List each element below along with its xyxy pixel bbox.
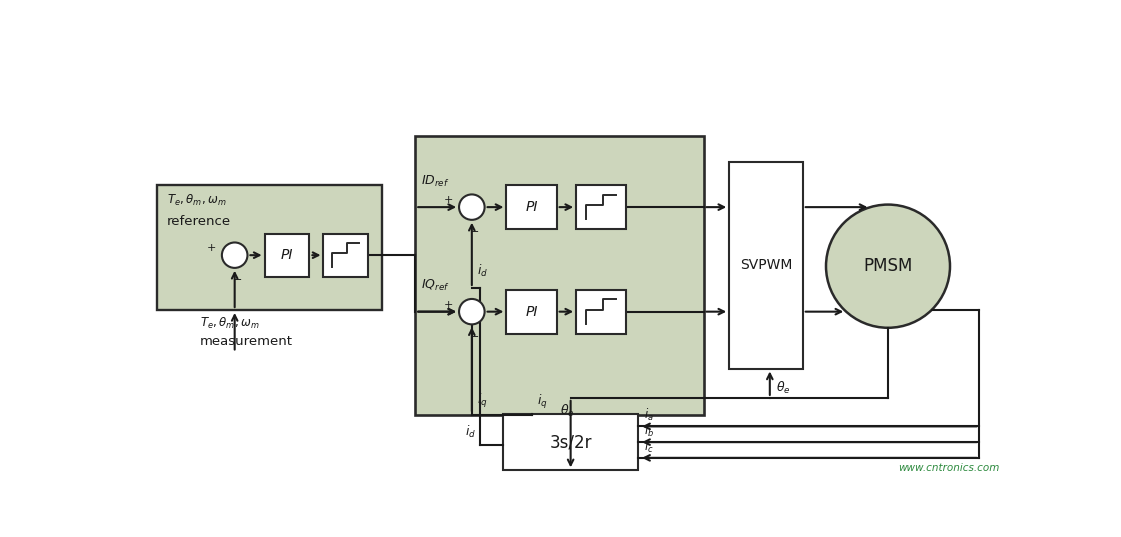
Circle shape (458, 299, 484, 324)
Bar (507, 289, 557, 333)
Text: PMSM: PMSM (863, 257, 912, 275)
Text: $i_b$: $i_b$ (643, 423, 654, 439)
Text: PI: PI (526, 200, 538, 214)
Text: $i_d$: $i_d$ (465, 424, 476, 440)
Bar (503, 414, 639, 470)
Text: PI: PI (280, 248, 294, 262)
Text: +: + (444, 195, 454, 205)
Bar (265, 234, 309, 277)
Circle shape (222, 243, 248, 268)
Text: $i_q$: $i_q$ (478, 392, 488, 410)
Text: +: + (444, 300, 454, 310)
Bar (324, 234, 369, 277)
Bar (415, 136, 704, 415)
Text: $T_e,\theta_m,\omega_m$: $T_e,\theta_m,\omega_m$ (167, 193, 226, 208)
Text: $-$: $-$ (469, 330, 479, 340)
Text: $\theta_e$: $\theta_e$ (776, 380, 790, 396)
Text: +: + (207, 243, 216, 253)
Text: $i_c$: $i_c$ (643, 439, 654, 455)
Text: PI: PI (526, 304, 538, 318)
Text: www.cntronics.com: www.cntronics.com (898, 463, 1000, 473)
Bar (576, 185, 627, 229)
Bar (507, 185, 557, 229)
Text: $i_d$: $i_d$ (478, 263, 489, 279)
Text: measurement: measurement (200, 336, 293, 349)
Bar (157, 185, 382, 310)
Text: $\theta_e$: $\theta_e$ (560, 402, 575, 418)
Text: 3s/2r: 3s/2r (549, 433, 592, 451)
Text: $-$: $-$ (469, 225, 479, 235)
Text: $T_e,\theta_m,\omega_m$: $T_e,\theta_m,\omega_m$ (200, 316, 259, 331)
Circle shape (826, 205, 949, 328)
Text: $IQ_{ref}$: $IQ_{ref}$ (420, 278, 450, 293)
Text: $-$: $-$ (232, 273, 242, 284)
Text: $ID_{ref}$: $ID_{ref}$ (420, 173, 450, 188)
Circle shape (458, 194, 484, 220)
Bar (729, 162, 803, 368)
Text: $i_a$: $i_a$ (643, 407, 654, 423)
Bar (576, 289, 627, 333)
Text: SVPWM: SVPWM (740, 258, 793, 272)
Text: reference: reference (167, 215, 231, 228)
Text: $i_q$: $i_q$ (537, 393, 548, 411)
